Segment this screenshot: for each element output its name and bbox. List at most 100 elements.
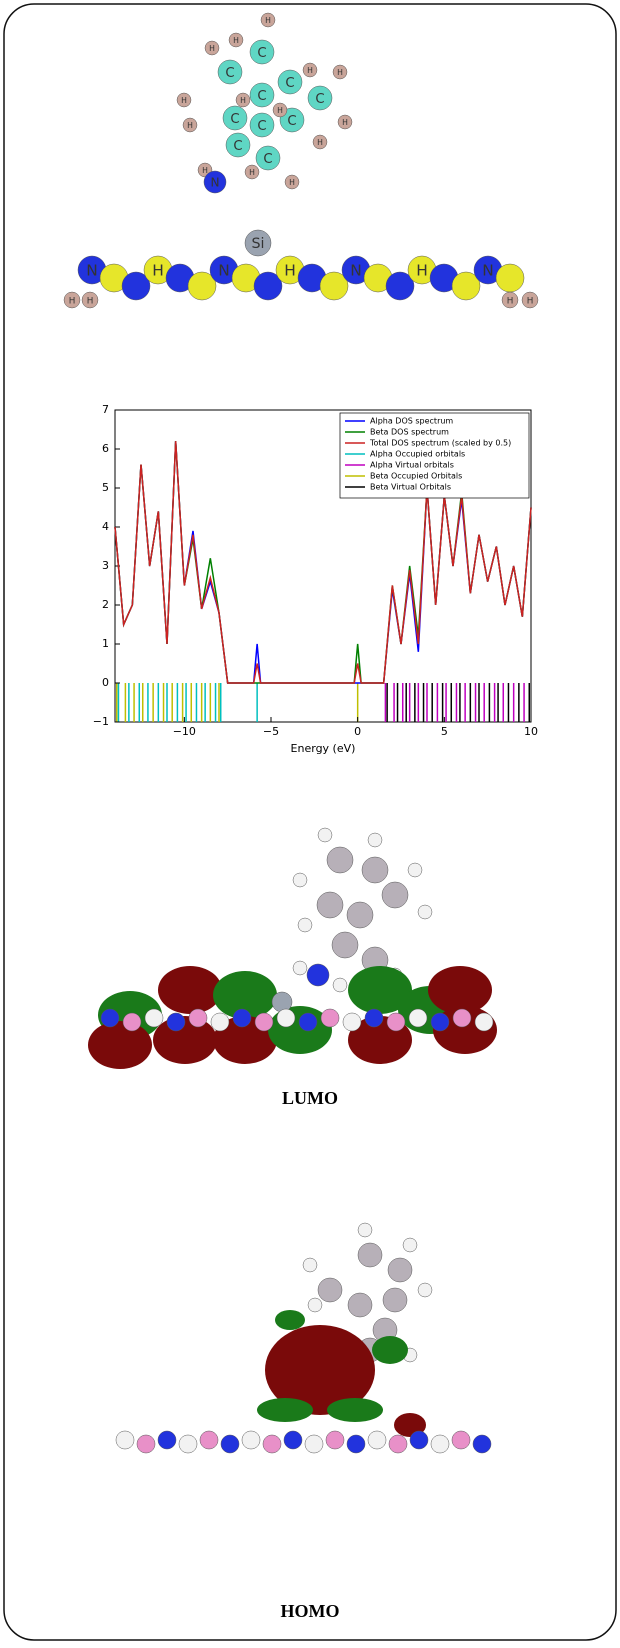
- orbital-lobe: [327, 1398, 383, 1422]
- atom-label: H: [317, 138, 323, 147]
- atom-label: N: [482, 262, 494, 280]
- atom: [305, 1435, 323, 1453]
- atom-label: N: [210, 176, 219, 190]
- atom: [303, 1258, 317, 1272]
- legend-label: Alpha Occupied orbitals: [370, 450, 465, 459]
- legend-label: Beta Occupied Orbitals: [370, 472, 462, 481]
- x-tick-label: −10: [173, 725, 196, 738]
- atom: [123, 1013, 141, 1031]
- atom-label: C: [287, 114, 296, 129]
- atom-label: H: [277, 106, 283, 115]
- atom-label: H: [416, 262, 428, 280]
- atom-label: C: [257, 89, 266, 104]
- atom: [308, 1298, 322, 1312]
- atom: [233, 1009, 251, 1027]
- atom: [101, 1009, 119, 1027]
- atom: [272, 992, 292, 1012]
- orbital-lobe: [428, 966, 492, 1014]
- atom: [318, 828, 332, 842]
- atom: [299, 1013, 317, 1031]
- y-tick-label: 5: [102, 481, 109, 494]
- orbital-lobe: [275, 1310, 305, 1330]
- atom: [211, 1013, 229, 1031]
- y-tick-label: 2: [102, 598, 109, 611]
- atom: [277, 1009, 295, 1027]
- atom: [298, 918, 312, 932]
- atom: [358, 1243, 382, 1267]
- atom-label: C: [315, 92, 324, 107]
- legend-label: Beta DOS spectrum: [370, 428, 449, 437]
- atom: [317, 892, 343, 918]
- atom: [348, 1293, 372, 1317]
- orbital-lobe: [88, 1021, 152, 1069]
- orbital-lobe: [257, 1398, 313, 1422]
- atom: [263, 1435, 281, 1453]
- atom-label: H: [284, 262, 296, 280]
- atom: [332, 932, 358, 958]
- atom: [431, 1435, 449, 1453]
- atom: [418, 1283, 432, 1297]
- atom-label: H: [233, 36, 239, 45]
- atom: [382, 882, 408, 908]
- atom: [388, 1258, 412, 1282]
- atom: [387, 1013, 405, 1031]
- x-tick-label: 10: [524, 725, 538, 738]
- atom: [410, 1431, 428, 1449]
- atom-label: H: [187, 121, 193, 130]
- atom: [137, 1435, 155, 1453]
- atom: [362, 857, 388, 883]
- atom-label: H: [289, 178, 295, 187]
- atom: [365, 1009, 383, 1027]
- atom-label: C: [263, 152, 272, 167]
- atom-label: H: [507, 297, 514, 307]
- atom: [431, 1013, 449, 1031]
- atom: [158, 1431, 176, 1449]
- atom: [496, 264, 524, 292]
- atom: [189, 1009, 207, 1027]
- atom-label: C: [233, 139, 242, 154]
- y-tick-label: 0: [102, 676, 109, 689]
- atom: [116, 1431, 134, 1449]
- dos-chart: −101234567−10−50510Energy (eV)Alpha DOS …: [93, 403, 538, 755]
- atom: [452, 1431, 470, 1449]
- atom-label: H: [202, 166, 208, 175]
- atom: [409, 1009, 427, 1027]
- atom: [368, 833, 382, 847]
- atom: [347, 1435, 365, 1453]
- atom-label: Si: [251, 236, 264, 252]
- atom: [418, 905, 432, 919]
- atom-label: H: [181, 96, 187, 105]
- legend-label: Alpha DOS spectrum: [370, 417, 453, 426]
- atom: [368, 1431, 386, 1449]
- legend-label: Total DOS spectrum (scaled by 0.5): [369, 439, 511, 448]
- atom-label: H: [527, 297, 534, 307]
- atom: [326, 1431, 344, 1449]
- orbital-lobe: [372, 1336, 408, 1364]
- figure: CCCCCCCCCCHHHHHHHHHHHHHHNSiNHNHNHNHHHH −…: [0, 0, 620, 1644]
- atom-label: C: [257, 46, 266, 61]
- atom: [403, 1238, 417, 1252]
- atom: [293, 961, 307, 975]
- atom: [293, 873, 307, 887]
- atom-label: H: [69, 297, 76, 307]
- atom-label: C: [257, 119, 266, 134]
- y-tick-label: 1: [102, 637, 109, 650]
- atom: [383, 1288, 407, 1312]
- y-tick-label: 4: [102, 520, 109, 533]
- atom-label: H: [87, 297, 94, 307]
- atom-label: H: [265, 16, 271, 25]
- atom-label: H: [240, 96, 246, 105]
- atom-label: N: [218, 262, 230, 280]
- y-tick-label: 7: [102, 403, 109, 416]
- legend-label: Beta Virtual Orbitals: [370, 483, 451, 492]
- atom: [408, 863, 422, 877]
- atom: [347, 902, 373, 928]
- atom-label: H: [249, 168, 255, 177]
- atom: [284, 1431, 302, 1449]
- atom-label: C: [285, 76, 294, 91]
- atom-label: C: [230, 112, 239, 127]
- x-tick-label: 5: [441, 725, 448, 738]
- atom: [473, 1435, 491, 1453]
- atom-label: H: [209, 44, 215, 53]
